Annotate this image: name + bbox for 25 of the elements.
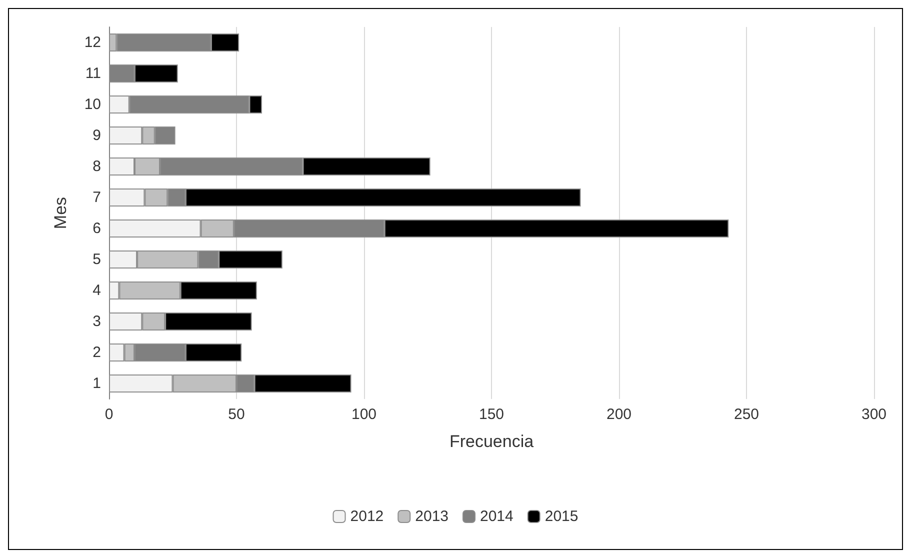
y-tick-label: 4 [92,282,101,299]
x-tick-label: 150 [478,406,504,423]
y-tick-label: 2 [92,344,101,361]
y-tick-label: 1 [92,375,101,392]
y-tick-label: 11 [85,65,101,82]
x-tick-label: 50 [228,406,245,423]
legend-label: 2013 [415,508,449,525]
y-tick-label: 10 [84,96,101,113]
y-tick-label: 3 [92,313,101,330]
y-tick-label: 9 [92,127,101,144]
y-tick-label: 8 [92,158,101,175]
x-tick-label: 0 [104,406,114,423]
x-tick-label: 200 [606,406,632,423]
y-tick-label: 6 [92,220,101,237]
legend-label: 2014 [480,508,514,525]
y-tick-label: 7 [92,189,101,206]
y-tick-label: 5 [92,251,101,268]
y-axis-title: Mes [51,196,70,230]
x-tick-label: 250 [734,406,760,423]
legend-label: 2012 [350,508,384,525]
y-tick-label: 12 [84,34,101,51]
x-axis-title: Frecuencia [449,432,534,451]
x-tick-label: 100 [351,406,377,423]
legend-label: 2015 [544,508,578,525]
x-tick-label: 300 [861,406,887,423]
